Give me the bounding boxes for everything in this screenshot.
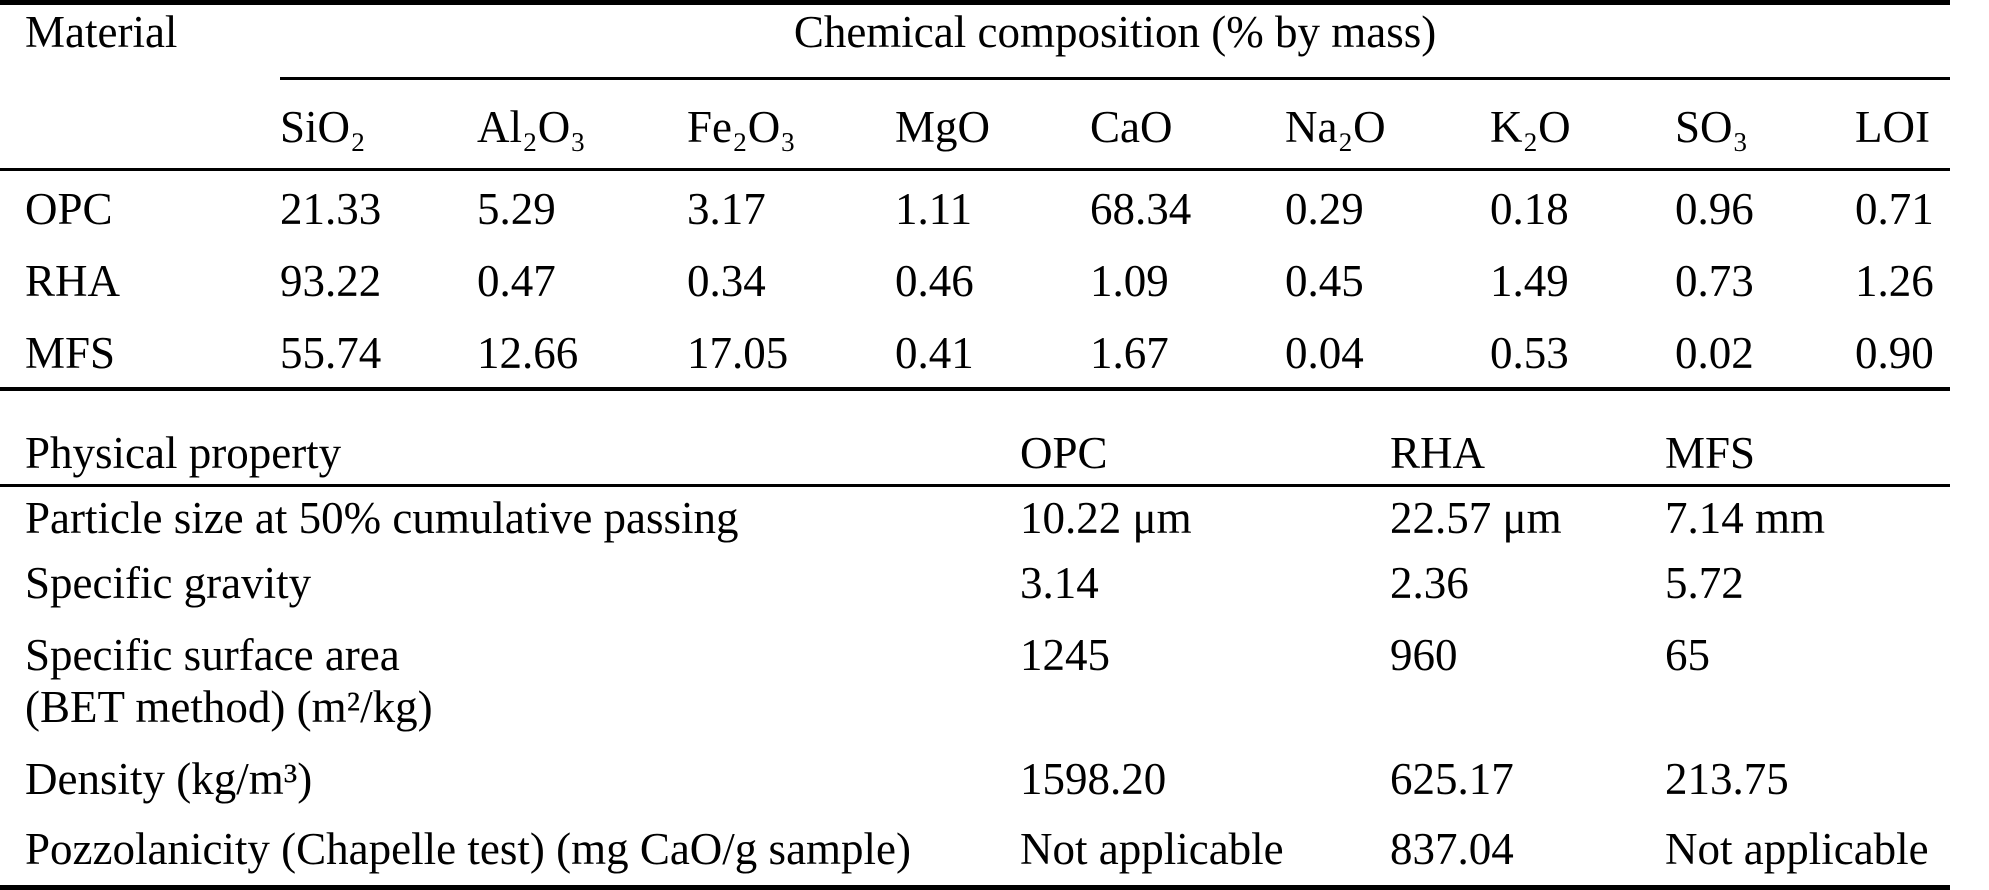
chemical-composition-group-header: Chemical composition (% by mass) bbox=[280, 2, 1951, 80]
chem-value: 17.05 bbox=[687, 328, 789, 379]
property-label: Particle size at 50% cumulative passing bbox=[25, 493, 739, 544]
phys-value: 5.72 bbox=[1665, 557, 1744, 608]
chem-value: 5.29 bbox=[477, 184, 556, 235]
phys-value: Not applicable bbox=[1665, 823, 1929, 874]
property-label: Specific surface area (BET method) (m²/k… bbox=[0, 616, 1020, 746]
table-row-pozzolanicity: Pozzolanicity (Chapelle test) (mg CaO/g … bbox=[0, 814, 1950, 888]
table-row-particle-size: Particle size at 50% cumulative passing … bbox=[0, 486, 1950, 552]
phys-value: 3.14 bbox=[1020, 557, 1099, 608]
col-header-k2o: K₂O bbox=[1490, 78, 1675, 171]
col-header-na2o: Na₂O bbox=[1285, 78, 1490, 171]
chem-value: 0.90 bbox=[1855, 328, 1934, 379]
property-label: Specific gravity bbox=[25, 557, 312, 608]
chem-value: 1.09 bbox=[1090, 256, 1169, 307]
chem-value: 1.11 bbox=[895, 184, 973, 235]
chem-value: 0.47 bbox=[477, 256, 556, 307]
chem-value: 1.26 bbox=[1855, 256, 1934, 307]
property-label: Pozzolanicity (Chapelle test) (mg CaO/g … bbox=[25, 823, 912, 874]
col-header-al2o3: Al₂O₃ bbox=[477, 78, 687, 171]
phys-value: 2.36 bbox=[1390, 557, 1469, 608]
chem-value: 3.17 bbox=[687, 184, 766, 235]
chem-value: 0.29 bbox=[1285, 184, 1364, 235]
col-header-rha: RHA bbox=[1390, 423, 1665, 487]
table-row-specific-gravity: Specific gravity 3.14 2.36 5.72 bbox=[0, 551, 1950, 616]
chemical-columns-header-row: SiO₂ Al₂O₃ Fe₂O₃ MgO CaO Na₂O K₂O SO₃ LO… bbox=[0, 78, 1951, 171]
chem-value: 0.73 bbox=[1675, 256, 1754, 307]
chem-value: 0.96 bbox=[1675, 184, 1754, 235]
chem-value: 0.04 bbox=[1285, 328, 1364, 379]
col-header-fe2o3: Fe₂O₃ bbox=[687, 78, 895, 171]
chem-value: 93.22 bbox=[280, 256, 382, 307]
chem-value: 0.18 bbox=[1490, 184, 1569, 235]
col-header-mfs: MFS bbox=[1665, 423, 1950, 487]
phys-value: 625.17 bbox=[1390, 754, 1514, 805]
material-column-header: Material bbox=[0, 2, 280, 171]
material-label: OPC bbox=[25, 184, 113, 235]
table-row-specific-surface-area: Specific surface area (BET method) (m²/k… bbox=[0, 616, 1950, 746]
col-header-cao: CaO bbox=[1090, 78, 1285, 171]
chem-value: 1.49 bbox=[1490, 256, 1569, 307]
table-row-opc: OPC 21.33 5.29 3.17 1.11 68.34 0.29 0.18… bbox=[0, 170, 1950, 244]
chem-value: 0.45 bbox=[1285, 256, 1364, 307]
material-label: MFS bbox=[25, 328, 116, 379]
phys-value: 1598.20 bbox=[1020, 754, 1167, 805]
chem-value: 0.46 bbox=[895, 256, 974, 307]
table-row-density: Density (kg/m³) 1598.20 625.17 213.75 bbox=[0, 746, 1950, 814]
phys-value: 7.14 mm bbox=[1665, 493, 1826, 544]
phys-value: 10.22 μm bbox=[1020, 493, 1192, 544]
col-header-opc: OPC bbox=[1020, 423, 1390, 487]
physical-properties-table: Physical property OPC RHA MFS Particle s… bbox=[0, 423, 1950, 890]
phys-value: 960 bbox=[1390, 630, 1458, 680]
chemical-composition-table: Material Chemical composition (% by mass… bbox=[0, 0, 1951, 391]
table-row-mfs: MFS 55.74 12.66 17.05 0.41 1.67 0.04 0.5… bbox=[0, 315, 1950, 389]
table-row-rha: RHA 93.22 0.47 0.34 0.46 1.09 0.45 1.49 … bbox=[0, 243, 1950, 315]
chem-value: 0.71 bbox=[1855, 184, 1934, 235]
chem-value: 0.41 bbox=[895, 328, 974, 379]
property-label-line2: (BET method) (m²/kg) bbox=[25, 681, 433, 732]
physical-header-row: Physical property OPC RHA MFS bbox=[0, 423, 1950, 487]
phys-value: 213.75 bbox=[1665, 754, 1789, 805]
chem-value: 0.34 bbox=[687, 256, 766, 307]
material-label: RHA bbox=[25, 256, 121, 307]
col-header-physical-property: Physical property bbox=[0, 423, 1020, 487]
col-header-loi: LOI bbox=[1855, 78, 1951, 171]
col-header-mgo: MgO bbox=[895, 78, 1090, 171]
col-header-so3: SO₃ bbox=[1675, 78, 1855, 171]
phys-value: 22.57 μm bbox=[1390, 493, 1562, 544]
property-label: Density (kg/m³) bbox=[25, 754, 313, 805]
property-label-line1: Specific surface area bbox=[25, 630, 400, 680]
phys-value: Not applicable bbox=[1020, 823, 1284, 874]
phys-value: 1245 bbox=[1020, 630, 1110, 680]
phys-value: 65 bbox=[1665, 630, 1710, 680]
phys-value: 837.04 bbox=[1390, 823, 1514, 874]
chem-value: 55.74 bbox=[280, 328, 382, 379]
chem-value: 0.53 bbox=[1490, 328, 1569, 379]
chem-value: 0.02 bbox=[1675, 328, 1754, 379]
chem-value: 1.67 bbox=[1090, 328, 1169, 379]
chem-value: 68.34 bbox=[1090, 184, 1192, 235]
chem-value: 12.66 bbox=[477, 328, 579, 379]
chem-value: 21.33 bbox=[280, 184, 382, 235]
group-header-row: Material Chemical composition (% by mass… bbox=[0, 2, 1951, 171]
col-header-sio2: SiO₂ bbox=[280, 78, 477, 171]
